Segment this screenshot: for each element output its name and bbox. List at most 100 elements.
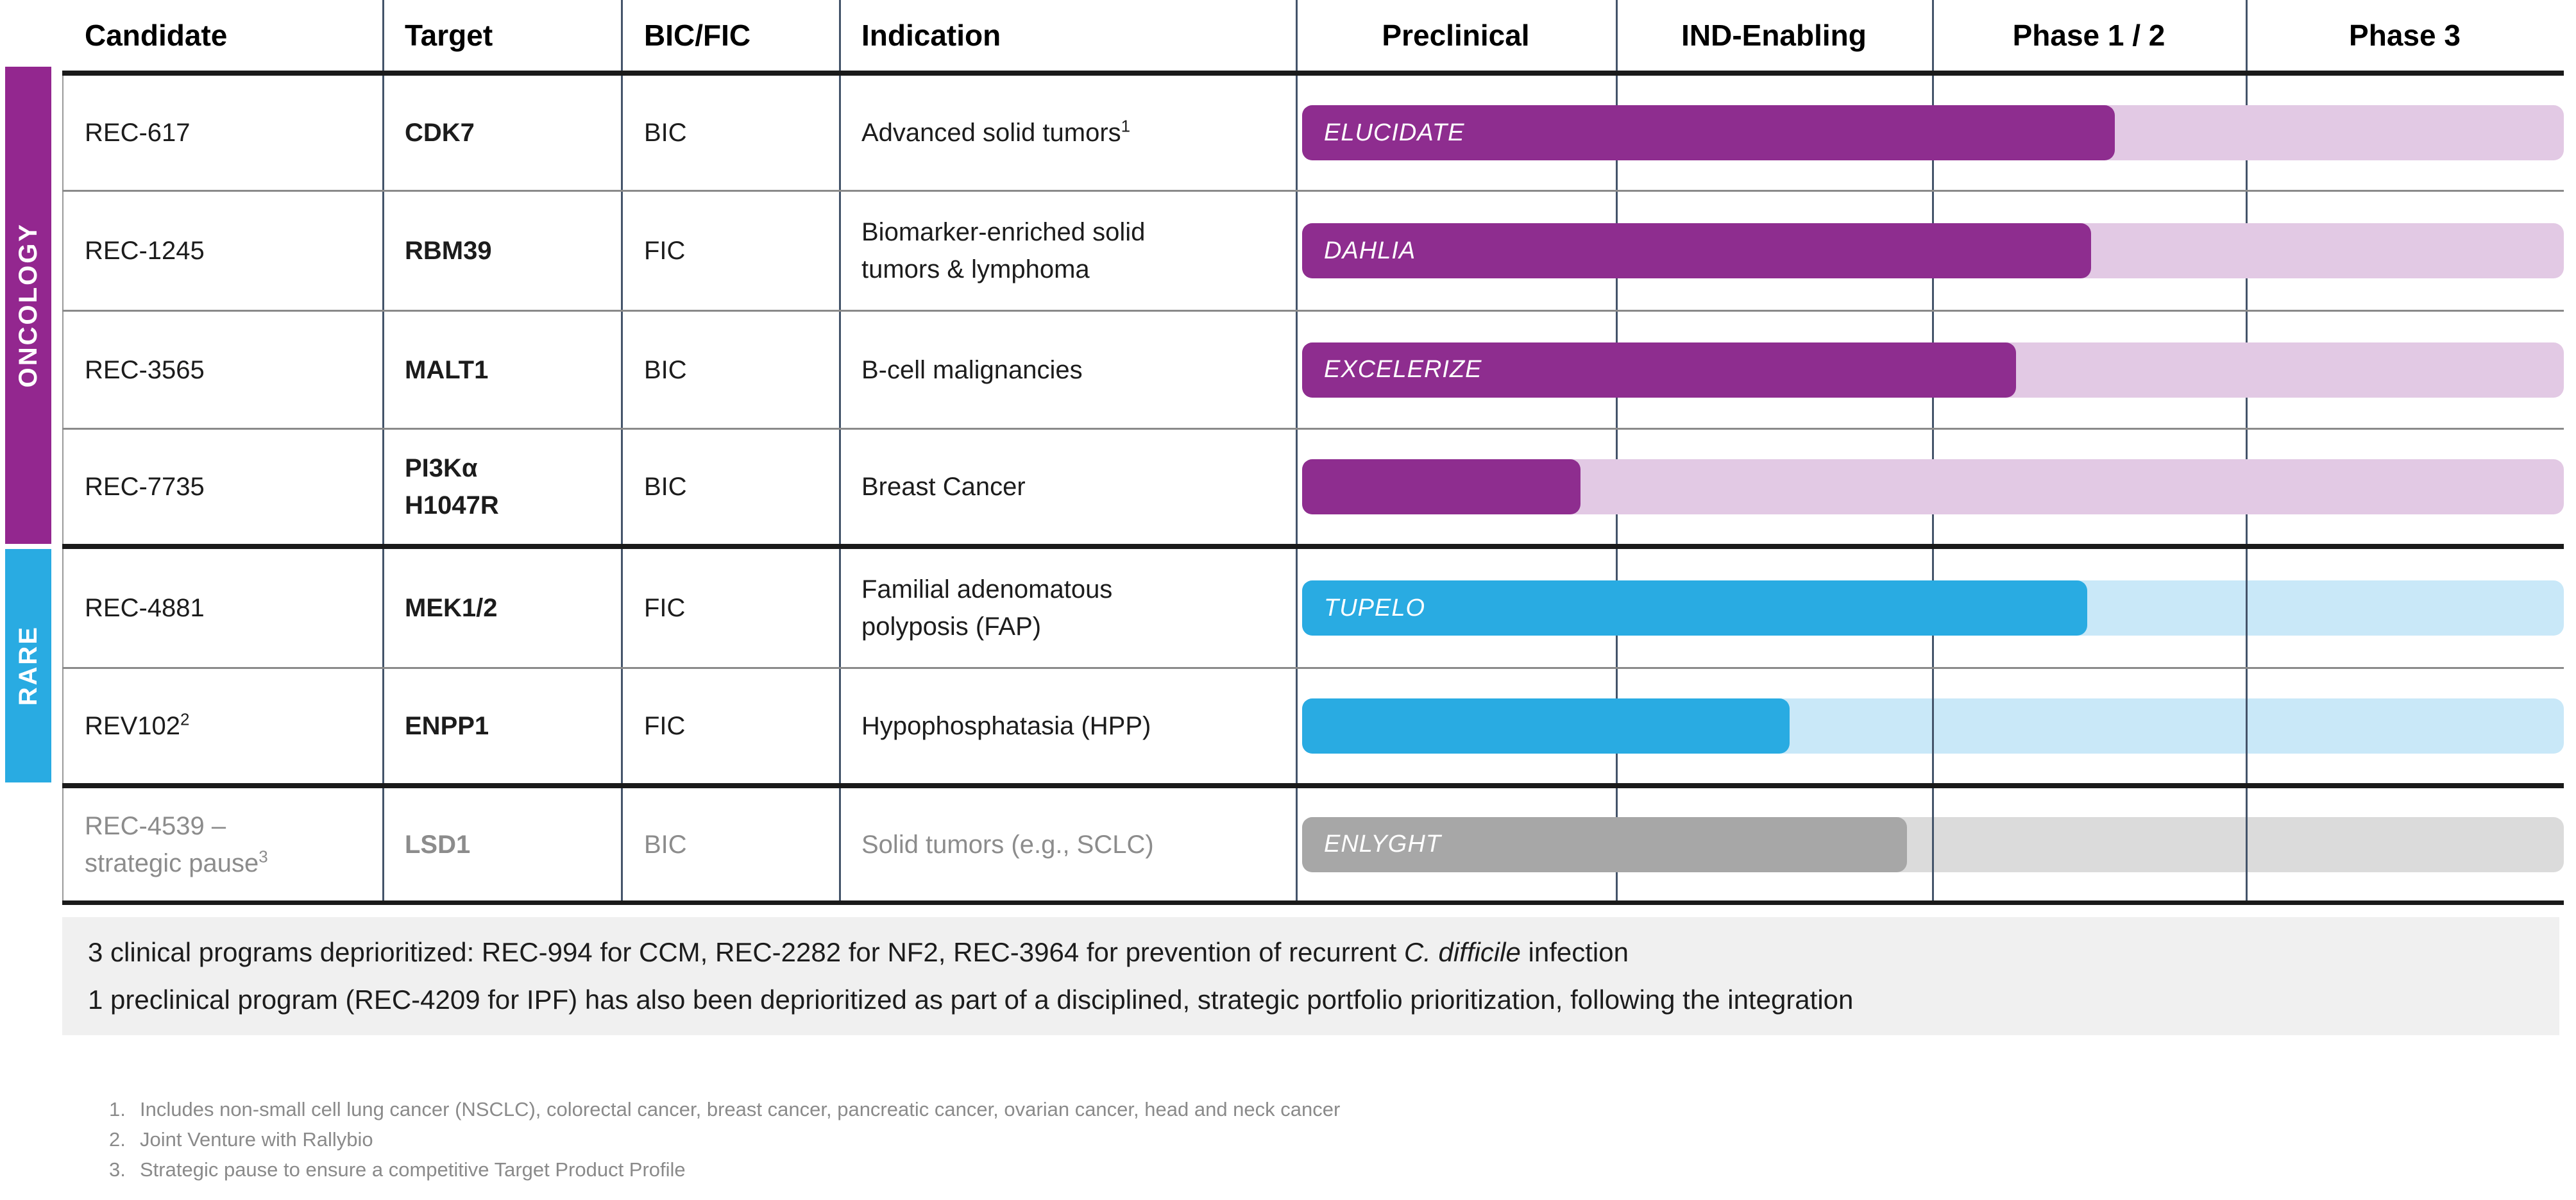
progress-bar: ENLYGHT — [1302, 816, 1907, 872]
footnote-number: 1. — [109, 1098, 126, 1120]
column-header-bic-fic: BIC/FIC — [644, 19, 751, 52]
row-divider — [62, 190, 2564, 192]
row-divider — [62, 667, 2564, 669]
indication-footnote-ref: 1 — [1121, 116, 1131, 136]
target-cell: CDK7 — [405, 76, 610, 190]
footnotes: 1. Includes non-small cell lung cancer (… — [109, 1094, 1340, 1185]
column-header-indication: Indication — [861, 19, 1001, 52]
target-cell: PI3Kα H1047R — [405, 430, 610, 544]
footnote-3: 3. Strategic pause to ensure a competiti… — [109, 1154, 1340, 1185]
candidate-name: REC-7735 — [85, 473, 205, 501]
candidate-name: REV102 — [85, 712, 180, 740]
row-divider — [62, 428, 2564, 430]
progress-bar: ELUCIDATE — [1302, 105, 2115, 160]
footnote-1: 1. Includes non-small cell lung cancer (… — [109, 1094, 1340, 1124]
section-band-oncology: ONCOLOGY — [5, 67, 51, 544]
target-name: MALT1 — [405, 355, 489, 384]
candidate-name-line2: strategic pause — [85, 849, 259, 877]
note-text: 3 clinical programs deprioritized: REC-9… — [88, 937, 1404, 967]
indication-text: Hypophosphatasia (HPP) — [861, 712, 1151, 740]
section-label-oncology: ONCOLOGY — [13, 223, 42, 388]
table-row: REC-617 CDK7 BIC Advanced solid tumors1 … — [0, 76, 2576, 190]
bic-fic-value: BIC — [644, 355, 687, 384]
footnote-text: Includes non-small cell lung cancer (NSC… — [140, 1098, 1341, 1120]
header-divider — [62, 71, 2564, 76]
indication-cell: Biomarker-enriched solid tumors & lympho… — [861, 192, 1285, 310]
footnote-text: Strategic pause to ensure a competitive … — [140, 1158, 686, 1181]
column-header-candidate: Candidate — [85, 19, 228, 52]
table-row: REC-7735 PI3Kα H1047R BIC Breast Cancer — [0, 430, 2576, 544]
table-row: REC-1245 RBM39 FIC Biomarker-enriched so… — [0, 192, 2576, 310]
note-text: infection — [1520, 937, 1629, 967]
bic-fic-cell: BIC — [644, 788, 824, 900]
table-bottom-border — [62, 900, 2564, 905]
candidate-footnote-ref: 3 — [258, 847, 268, 866]
indication-text-line2: polyposis (FAP) — [861, 613, 1042, 641]
bic-fic-cell: BIC — [644, 312, 824, 428]
column-divider-candidate-target — [382, 0, 384, 900]
bic-fic-cell: FIC — [644, 549, 824, 667]
footnote-2: 2. Joint Venture with Rallybio — [109, 1124, 1340, 1154]
column-header-preclinical: Preclinical — [1382, 19, 1530, 52]
table-row: REC-3565 MALT1 BIC B-cell malignancies E… — [0, 312, 2576, 428]
bic-fic-value: BIC — [644, 473, 687, 501]
column-header-phase-3: Phase 3 — [2349, 19, 2461, 52]
bic-fic-cell: FIC — [644, 669, 824, 783]
footnote-text: Joint Venture with Rallybio — [140, 1128, 373, 1151]
phase-divider-ind-phase12 — [1932, 0, 1934, 900]
phase-divider-phase12-phase3 — [2246, 0, 2248, 900]
target-cell: RBM39 — [405, 192, 610, 310]
candidate-cell: REC-1245 — [85, 192, 373, 310]
candidate-name: REC-1245 — [85, 237, 205, 265]
indication-cell: Hypophosphatasia (HPP) — [861, 669, 1285, 783]
trial-name-label: EXCELERIZE — [1324, 356, 1482, 383]
indication-text: Breast Cancer — [861, 473, 1026, 501]
candidate-name: REC-3565 — [85, 355, 205, 384]
table-row: REC-4539 – strategic pause3 LSD1 BIC Sol… — [0, 788, 2576, 900]
section-divider-rare-paused — [62, 783, 2564, 788]
bic-fic-value: FIC — [644, 594, 686, 622]
indication-text: Advanced solid tumors — [861, 119, 1121, 147]
deprioritization-note-line1: 3 clinical programs deprioritized: REC-9… — [88, 929, 2559, 976]
target-cell: MEK1/2 — [405, 549, 610, 667]
candidate-name: REC-617 — [85, 119, 191, 147]
trial-name-label: TUPELO — [1324, 594, 1426, 621]
target-name: PI3Kα — [405, 454, 478, 482]
progress-bar — [1302, 698, 1790, 754]
progress-bar: DAHLIA — [1302, 223, 2091, 278]
column-divider-target-bicfic — [621, 0, 623, 900]
candidate-name: REC-4881 — [85, 594, 205, 622]
bic-fic-cell: BIC — [644, 430, 824, 544]
section-label-rare: RARE — [13, 625, 42, 706]
candidate-cell: REC-7735 — [85, 430, 373, 544]
note-text-italic: C. difficile — [1403, 937, 1521, 967]
bic-fic-value: BIC — [644, 830, 687, 859]
target-cell: MALT1 — [405, 312, 610, 428]
progress-bar: TUPELO — [1302, 580, 2087, 636]
candidate-cell: REC-3565 — [85, 312, 373, 428]
candidate-cell: REC-4881 — [85, 549, 373, 667]
target-cell: ENPP1 — [405, 669, 610, 783]
target-name-line2: H1047R — [405, 491, 499, 520]
bic-fic-value: FIC — [644, 237, 686, 265]
candidate-cell: REC-4539 – strategic pause3 — [85, 788, 373, 900]
bic-fic-value: FIC — [644, 712, 686, 740]
indication-cell: Familial adenomatous polyposis (FAP) — [861, 549, 1285, 667]
progress-bar — [1302, 459, 1580, 514]
candidate-cell: REV1022 — [85, 669, 373, 783]
deprioritization-note-box: 3 clinical programs deprioritized: REC-9… — [62, 917, 2559, 1035]
target-cell: LSD1 — [405, 788, 610, 900]
bic-fic-value: BIC — [644, 119, 687, 147]
indication-text: B-cell malignancies — [861, 355, 1083, 384]
column-divider-bicfic-indication — [839, 0, 841, 900]
table-row: REC-4881 MEK1/2 FIC Familial adenomatous… — [0, 549, 2576, 667]
indication-text: Familial adenomatous — [861, 575, 1113, 604]
footnote-number: 3. — [109, 1158, 126, 1181]
column-header-phase-1-2: Phase 1 / 2 — [2012, 19, 2165, 52]
indication-cell: Advanced solid tumors1 — [861, 76, 1285, 190]
indication-cell: Breast Cancer — [861, 430, 1285, 544]
column-header-ind-enabling: IND-Enabling — [1681, 19, 1867, 52]
table-row: REV1022 ENPP1 FIC Hypophosphatasia (HPP) — [0, 669, 2576, 783]
target-name: CDK7 — [405, 119, 475, 147]
trial-name-label: DAHLIA — [1324, 237, 1416, 264]
